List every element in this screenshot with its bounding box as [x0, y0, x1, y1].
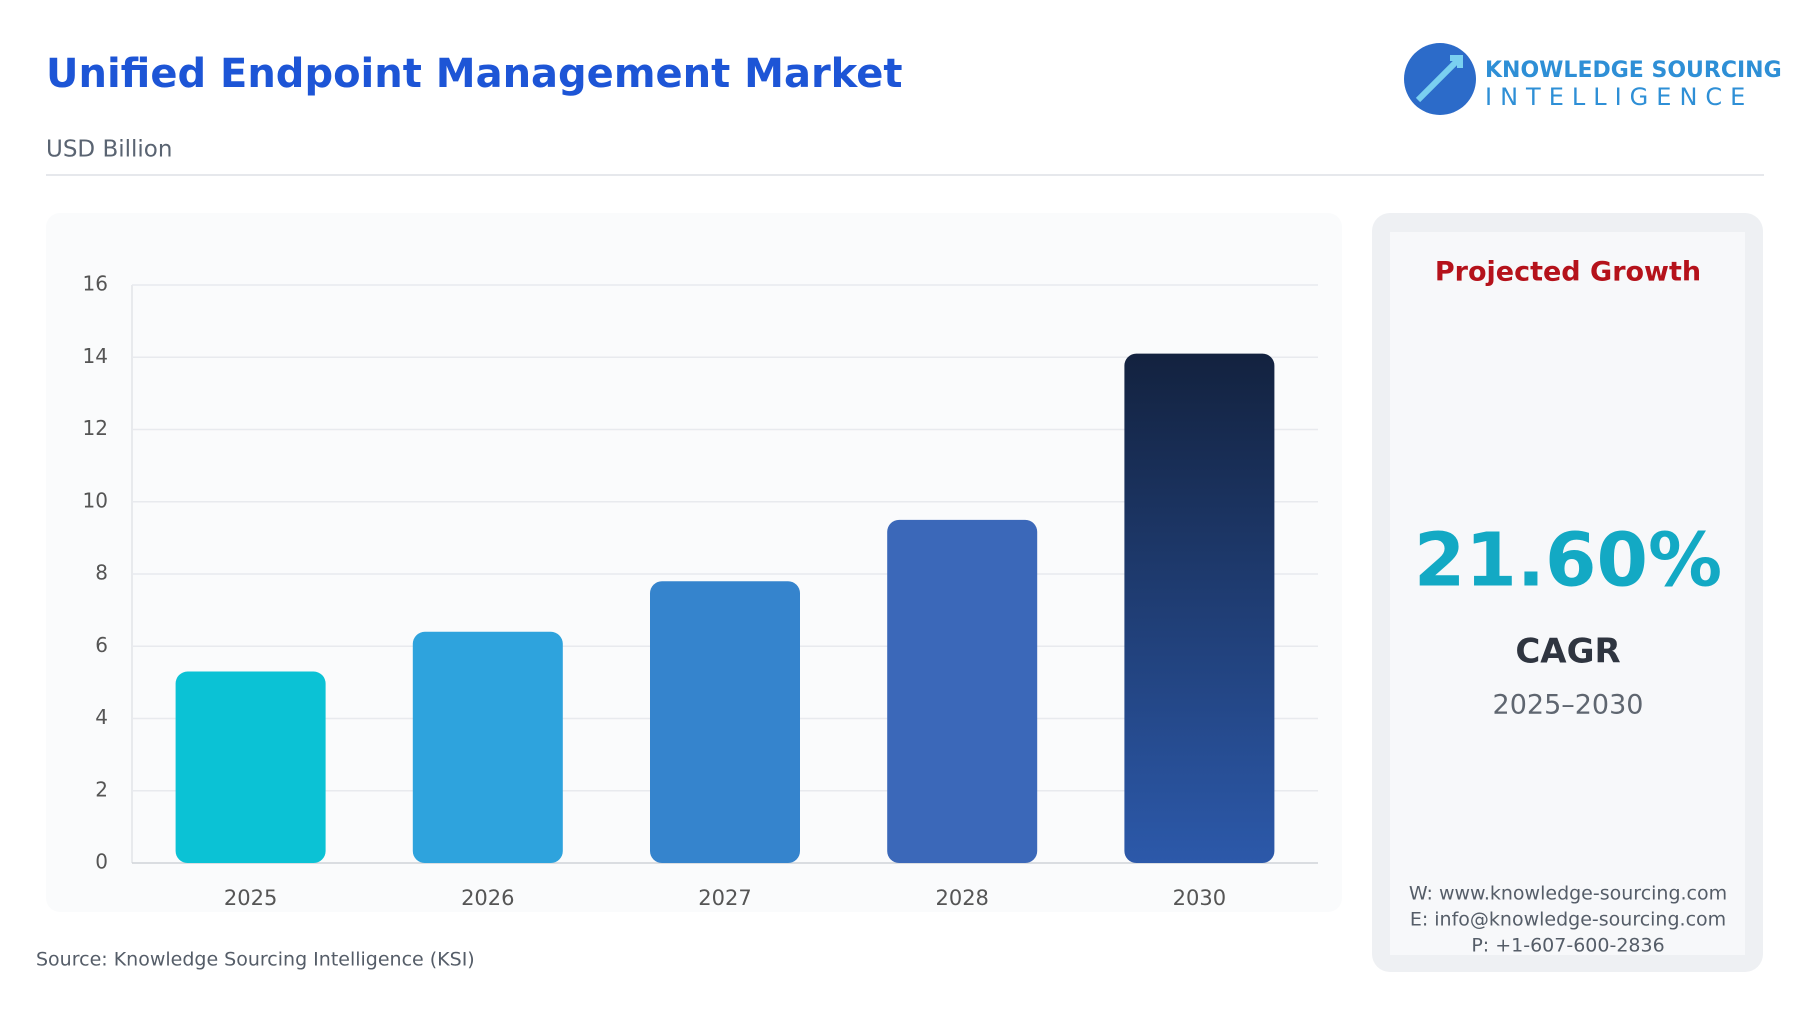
logo-arrow	[1415, 55, 1463, 103]
y-tick-label: 12	[83, 416, 108, 440]
y-tick-label: 2	[95, 777, 108, 801]
x-tick-label: 2030	[1173, 886, 1226, 910]
contacts: W: www.knowledge-sourcing.com E: info@kno…	[1409, 883, 1727, 957]
x-tick-label: 2027	[698, 886, 751, 910]
bar	[175, 671, 326, 863]
bar	[887, 519, 1038, 863]
logo-line2: INTELLIGENCE	[1485, 83, 1753, 111]
y-tick-label: 8	[95, 561, 108, 585]
y-tick-label: 6	[95, 633, 108, 657]
bar	[650, 581, 800, 863]
y-tick-label: 0	[95, 850, 108, 874]
logo-line1: KNOWLEDGE SOURCING	[1485, 58, 1782, 83]
panel-heading: Projected Growth	[1435, 257, 1701, 288]
x-tick-label: 2028	[935, 886, 988, 910]
x-tick-label: 2026	[461, 886, 514, 910]
chart-title: Unified Endpoint Management Market	[46, 51, 902, 97]
y-tick-label: 14	[83, 344, 108, 368]
panel-period: 2025–2030	[1493, 690, 1644, 721]
contact-line: E: info@knowledge-sourcing.com	[1410, 909, 1726, 931]
growth-inner	[1390, 232, 1745, 955]
y-tick-label: 4	[95, 705, 108, 729]
contact-line: P: +1-607-600-2836	[1471, 935, 1664, 957]
panel-label: CAGR	[1515, 632, 1620, 672]
plot: 0 2 4 6 8 10 12 14 16 2025 2026 2027 2028 2030	[83, 272, 1318, 910]
panel-value: 21.60%	[1414, 518, 1722, 604]
y-tick-label: 10	[83, 488, 108, 512]
source: Source: Knowledge Sourcing Intelligence …	[36, 949, 475, 971]
contact-line: W: www.knowledge-sourcing.com	[1409, 883, 1727, 905]
logo: KNOWLEDGE SOURCING INTELLIGENCE	[1404, 43, 1782, 115]
chart-subtitle: USD Billion	[46, 137, 172, 163]
bar	[412, 631, 563, 863]
bar	[1124, 353, 1275, 863]
y-tick-label: 16	[83, 272, 108, 296]
x-tick-label: 2025	[224, 886, 277, 910]
